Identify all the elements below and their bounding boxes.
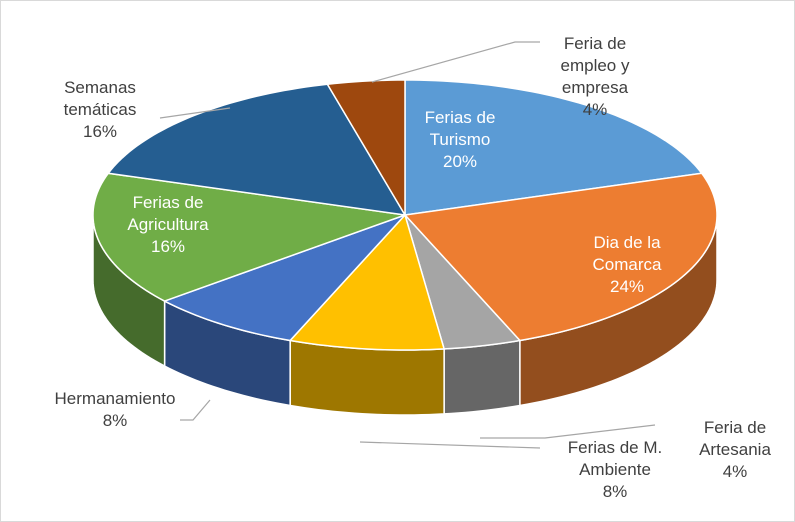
pie-slice: [403, 172, 718, 342]
label-category: Ferias de Agricultura: [127, 193, 209, 234]
pie-slice: [162, 214, 406, 342]
pie-slice: [288, 213, 446, 351]
label-value: 16%: [82, 122, 118, 141]
data-label: Ferias de Agricultura 16%: [108, 192, 228, 258]
data-label: Ferias de M. Ambiente 8%: [550, 437, 680, 503]
label-category: Ferias de M. Ambiente: [567, 438, 663, 479]
data-label: Semanas temáticas 16%: [45, 77, 155, 143]
data-label: Hermanamiento 8%: [30, 388, 200, 432]
pie-slice-side: [289, 339, 445, 416]
data-label: Dia de la Comarca 24%: [572, 232, 682, 298]
data-label: Feria de empleo y empresa 4%: [545, 33, 645, 121]
pie-slice: [404, 79, 704, 216]
pie-slice-side: [443, 339, 521, 415]
label-value: 24%: [609, 277, 645, 296]
label-value: 8%: [602, 482, 628, 501]
label-category: Hermanamiento: [54, 389, 176, 408]
leader-lines: [159, 41, 656, 449]
pie-slice: [326, 79, 406, 218]
label-category: Feria de empleo y empresa: [560, 34, 630, 97]
label-value: 4%: [582, 100, 608, 119]
label-value: 16%: [150, 237, 186, 256]
label-category: Feria de Artesania: [699, 418, 771, 459]
label-category: Dia de la Comarca: [592, 233, 662, 274]
label-value: 8%: [102, 411, 128, 430]
pie-slice: [404, 214, 522, 350]
label-value: 20%: [442, 152, 478, 171]
label-category: Semanas temáticas: [63, 78, 137, 119]
pie-slice: [92, 172, 406, 302]
label-value: 4%: [722, 462, 748, 481]
data-label: Feria de Artesania 4%: [680, 417, 790, 483]
label-category: Ferias de Turismo: [424, 108, 496, 149]
data-label: Ferias de Turismo 20%: [405, 107, 515, 173]
pie-slice: [106, 83, 407, 216]
